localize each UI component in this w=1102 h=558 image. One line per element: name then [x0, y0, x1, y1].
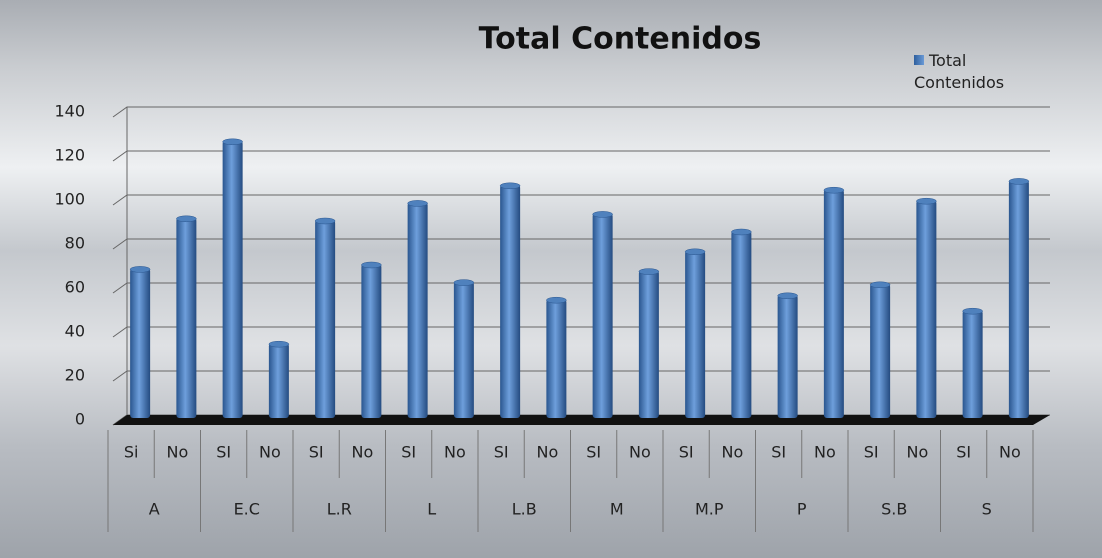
bar-cap [176, 215, 197, 223]
group-label: M.P [695, 500, 724, 519]
bar-cap [361, 261, 382, 269]
x-tick-label: SI [956, 443, 971, 462]
bar [638, 270, 659, 418]
x-tick-label: SI [771, 443, 786, 462]
bar-cap [314, 217, 336, 225]
grid-line [112, 150, 1050, 162]
bar [823, 189, 844, 418]
y-tick-label: 20 [65, 366, 85, 385]
group-label: E.C [234, 500, 260, 519]
legend: Total Contenidos [914, 50, 1044, 94]
x-tick-label: SI [401, 443, 416, 462]
floor [113, 415, 1050, 425]
x-tick-label: No [351, 443, 373, 462]
bar [130, 268, 151, 418]
bar-cap [916, 197, 937, 205]
bar-cap [823, 186, 845, 194]
bar [407, 202, 428, 418]
y-tick-label: 120 [54, 146, 85, 165]
x-tick-label: SI [216, 443, 231, 462]
grid-line [112, 106, 1050, 118]
legend-swatch [914, 55, 924, 65]
bar-cap [453, 279, 475, 286]
group-label: P [797, 500, 807, 519]
bar-cap [731, 228, 752, 236]
x-tick-label: No [906, 443, 928, 462]
bar-cap [684, 248, 706, 256]
y-tick-label: 0 [75, 410, 85, 429]
bar-cap [1008, 178, 1030, 185]
grid-line [112, 238, 1050, 250]
y-tick-label: 80 [65, 234, 85, 253]
group-label: M [610, 500, 624, 519]
bar-cap [499, 182, 521, 190]
chart-title: Total Contenidos [479, 22, 762, 57]
grid-line [112, 282, 1050, 294]
axis-line [112, 107, 128, 426]
bar [592, 213, 613, 418]
group-label: L.B [512, 500, 537, 519]
bar-cap [222, 138, 243, 146]
x-tick-label: Si [124, 443, 139, 462]
grid-line [112, 326, 1050, 338]
x-tick-label: SI [309, 443, 324, 462]
group-label: S.B [881, 500, 907, 519]
x-tick-label: SI [864, 443, 879, 462]
bar [176, 217, 197, 418]
bar [870, 283, 891, 418]
bar-cap [407, 200, 428, 207]
grid-line [112, 194, 1050, 206]
x-tick-label: SI [494, 443, 509, 462]
x-tick-label: No [814, 443, 836, 462]
x-tick-label: No [999, 443, 1021, 462]
legend-label: Total Contenidos [914, 51, 1005, 92]
x-tick-label: SI [586, 443, 601, 462]
y-tick-label: 100 [54, 190, 85, 209]
bar-cap [129, 266, 151, 273]
x-tick-label: No [444, 443, 466, 462]
bar-cap [638, 268, 660, 275]
bar [546, 299, 567, 418]
y-tick-label: 140 [54, 102, 85, 121]
group-label: L.R [327, 500, 352, 519]
group-label: A [149, 500, 160, 519]
bar-cap [592, 211, 613, 218]
y-tick-label: 60 [65, 278, 85, 297]
bar-cap [962, 307, 983, 315]
bar [315, 220, 336, 418]
bar [500, 184, 521, 418]
bar-cap [546, 296, 567, 304]
bar [731, 231, 752, 418]
bar [1008, 180, 1029, 418]
y-tick-label: 40 [65, 322, 85, 341]
bar [685, 250, 706, 418]
bar [777, 294, 798, 418]
bar [916, 200, 937, 418]
bar-cap [869, 281, 891, 289]
bar [962, 310, 983, 418]
bar [453, 281, 474, 418]
x-tick-label: SI [679, 443, 694, 462]
group-label: L [427, 500, 436, 519]
x-tick-label: No [721, 443, 743, 462]
grid-line [112, 370, 1050, 382]
bar [222, 140, 243, 419]
x-tick-label: No [259, 443, 281, 462]
group-label: S [982, 500, 992, 519]
bar-cap [268, 340, 290, 348]
x-tick-label: No [166, 443, 188, 462]
bar-cap [777, 292, 798, 300]
x-tick-label: No [629, 443, 651, 462]
bar [361, 264, 382, 418]
x-tick-label: No [536, 443, 558, 462]
bar [268, 343, 289, 418]
